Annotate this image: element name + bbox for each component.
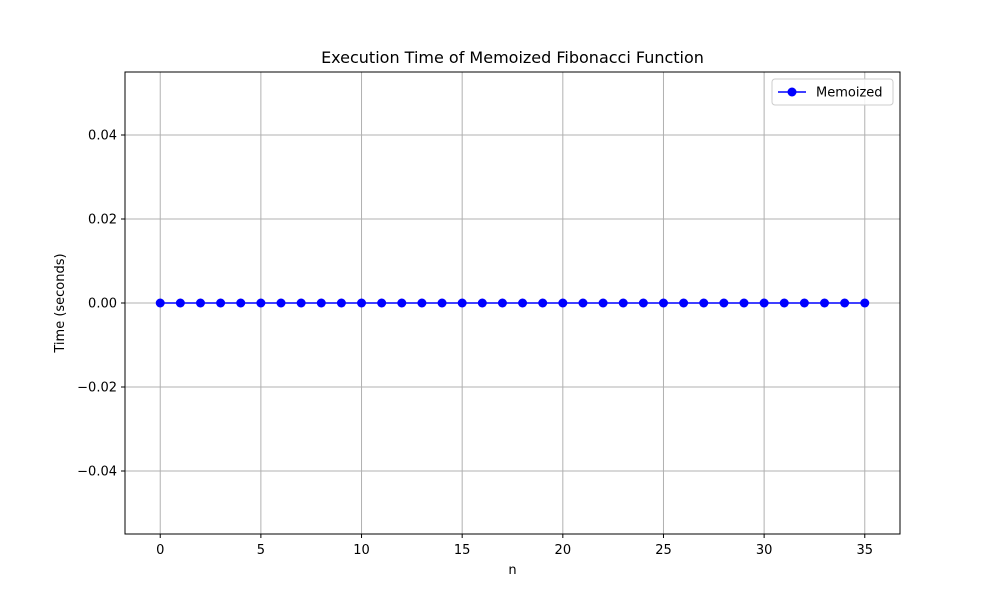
data-point: [739, 298, 749, 308]
legend-box: [771, 78, 894, 106]
y-tick-label: 0.04: [88, 129, 117, 144]
data-point: [296, 298, 306, 308]
data-point: [719, 298, 729, 308]
y-tick-label: −0.04: [77, 465, 117, 480]
data-point: [195, 298, 205, 308]
x-tick-label: 30: [756, 543, 773, 558]
data-point: [679, 298, 689, 308]
data-point: [638, 298, 648, 308]
data-point: [497, 298, 507, 308]
data-point: [820, 298, 830, 308]
y-axis: −0.04 −0.02 0.00 0.02 0.04: [77, 129, 125, 480]
data-point: [618, 298, 628, 308]
legend: Memoized: [771, 78, 894, 106]
data-point: [860, 298, 870, 308]
data-point: [477, 298, 487, 308]
y-tick-label: −0.02: [77, 381, 117, 396]
data-point: [256, 298, 266, 308]
data-point: [558, 298, 568, 308]
y-tick-label: 0.00: [88, 297, 117, 312]
data-point: [316, 298, 326, 308]
x-tick-label: 35: [856, 543, 873, 558]
data-point: [155, 298, 165, 308]
data-point: [658, 298, 668, 308]
legend-circle-marker: [787, 87, 797, 97]
x-tick-label: 25: [655, 543, 672, 558]
data-point: [518, 298, 528, 308]
x-axis-label: n: [508, 563, 516, 578]
data-point: [236, 298, 246, 308]
x-tick-label: 15: [454, 543, 471, 558]
y-axis-label: Time (seconds): [53, 253, 68, 353]
data-point: [175, 298, 185, 308]
chart-title: Execution Time of Memoized Fibonacci Fun…: [321, 48, 704, 67]
data-point: [336, 298, 346, 308]
data-point: [377, 298, 387, 308]
series-layer: [155, 298, 870, 308]
data-point: [699, 298, 709, 308]
data-point: [276, 298, 286, 308]
x-tick-label: 20: [555, 543, 572, 558]
data-point: [578, 298, 588, 308]
x-tick-label: 0: [156, 543, 164, 558]
data-point: [759, 298, 769, 308]
data-point: [216, 298, 226, 308]
data-point: [417, 298, 427, 308]
data-point: [437, 298, 447, 308]
data-point: [598, 298, 608, 308]
x-tick-label: 10: [353, 543, 370, 558]
data-point: [357, 298, 367, 308]
data-point: [799, 298, 809, 308]
data-point: [840, 298, 850, 308]
data-point: [457, 298, 467, 308]
y-tick-label: 0.02: [88, 213, 117, 228]
x-axis: 0 5 10 15 20 25 30 35: [156, 534, 873, 558]
x-tick-label: 5: [257, 543, 265, 558]
data-point: [538, 298, 548, 308]
legend-label-memoized: Memoized: [816, 86, 883, 101]
data-point: [779, 298, 789, 308]
data-point: [397, 298, 407, 308]
